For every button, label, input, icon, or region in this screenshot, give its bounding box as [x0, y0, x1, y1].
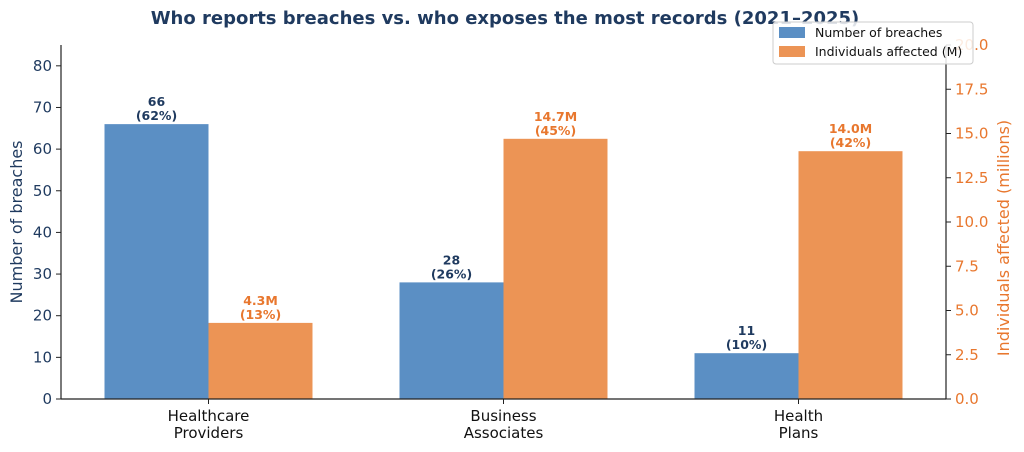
- data-label-breaches-business-associates-value: 28: [443, 252, 460, 267]
- labels-layer: 66(62%) 28(26%) 11(10%) 4.3M(13%) 14.7M(45%)…: [136, 94, 872, 352]
- legend-label-individuals: Individuals affected (M): [815, 44, 962, 59]
- data-label-breaches-healthcare-providers-value: 66: [148, 94, 166, 109]
- bar-individuals-business-associates: [503, 138, 608, 399]
- legend: Number of breaches Individuals affected …: [772, 21, 974, 65]
- legend-swatch-individuals: [779, 46, 805, 57]
- right-tick-label: 15.0: [955, 125, 988, 143]
- right-tick-label: 0.0: [955, 390, 979, 408]
- data-label-breaches-health-plans-value: 11: [738, 323, 755, 338]
- right-tick-label: 7.5: [955, 257, 979, 275]
- left-tick-label: 80: [33, 57, 52, 75]
- data-label-individuals-health-plans-share: (42%): [830, 135, 871, 150]
- bar-breaches-business-associates: [399, 282, 504, 399]
- right-tick-label: 5.0: [955, 302, 979, 320]
- legend-swatch-breaches: [779, 27, 805, 38]
- bar-breaches-health-plans: [694, 353, 799, 399]
- data-label-individuals-business-associates-value: 14.7M: [534, 109, 577, 124]
- data-label-breaches-business-associates-share: (26%): [431, 266, 472, 281]
- data-label-individuals-healthcare-providers-share: (13%): [240, 307, 281, 322]
- left-tick-label: 60: [33, 140, 52, 158]
- legend-label-breaches: Number of breaches: [815, 25, 942, 40]
- data-label-individuals-healthcare-providers-value: 4.3M: [243, 293, 278, 308]
- y-axis-label-left: Number of breaches: [7, 140, 26, 303]
- left-tick-label: 50: [33, 182, 52, 200]
- x-tick-label-business-associates: Associates: [464, 424, 544, 442]
- data-label-breaches-health-plans-share: (10%): [726, 337, 767, 352]
- data-label-breaches-healthcare-providers-share: (62%): [136, 108, 177, 123]
- right-tick-label: 2.5: [955, 346, 979, 364]
- legend-frame: [772, 21, 974, 65]
- x-tick-label-business-associates: Business: [470, 407, 536, 425]
- left-tick-label: 0: [42, 390, 52, 408]
- chart-title: Who reports breaches vs. who exposes the…: [151, 8, 860, 29]
- x-tick-label-healthcare-providers: Healthcare: [168, 407, 250, 425]
- data-label-individuals-business-associates-share: (45%): [535, 123, 576, 138]
- data-label-individuals-health-plans-value: 14.0M: [829, 121, 872, 136]
- x-tick-label-healthcare-providers: Providers: [174, 424, 244, 442]
- right-tick-label: 17.5: [955, 80, 988, 98]
- axes-layer: 0 10 20 30 40 50 60 70 80 0.0 2.5 5.0 7.5 10.0 12.5 15.…: [7, 36, 1013, 442]
- bar-breaches-healthcare-providers: [104, 124, 209, 400]
- x-tick-label-health-plans: Plans: [779, 424, 819, 442]
- right-tick-label: 12.5: [955, 169, 988, 187]
- right-tick-label: 10.0: [955, 213, 988, 231]
- x-tick-label-health-plans: Health: [774, 407, 823, 425]
- bar-individuals-health-plans: [798, 151, 903, 399]
- bar-individuals-healthcare-providers: [208, 322, 313, 399]
- left-tick-label: 20: [33, 307, 52, 325]
- left-tick-label: 40: [33, 223, 52, 241]
- y-axis-label-right: Individuals affected (millions): [994, 120, 1013, 356]
- bars-layer: [104, 124, 903, 400]
- left-tick-label: 10: [33, 348, 52, 366]
- left-tick-label: 30: [33, 265, 52, 283]
- left-tick-label: 70: [33, 98, 52, 116]
